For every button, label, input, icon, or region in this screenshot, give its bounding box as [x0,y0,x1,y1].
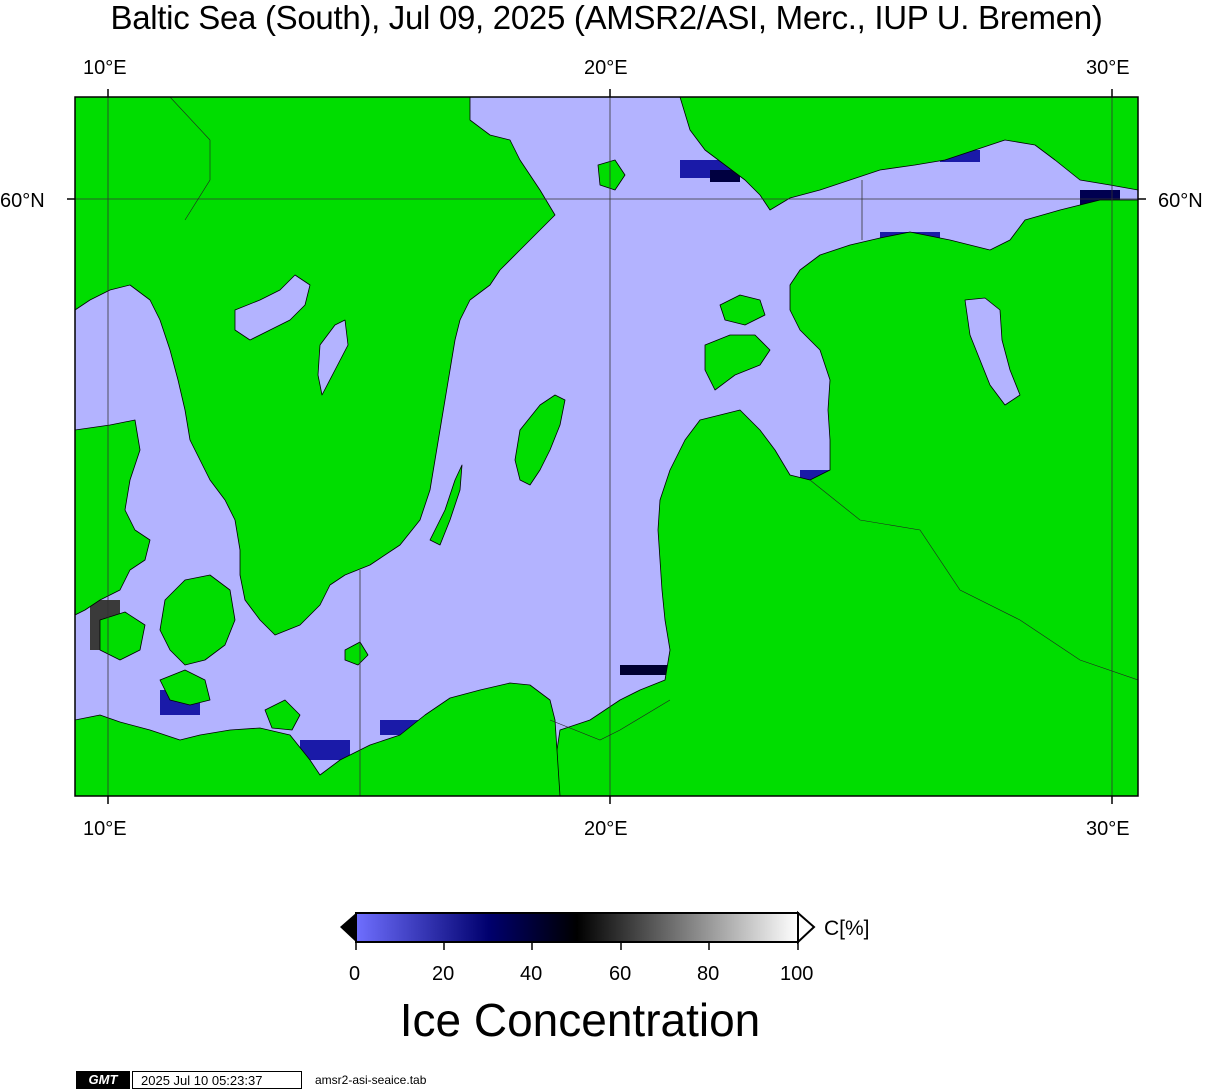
land [75,97,1138,796]
gridlines [75,97,1138,796]
script-name: amsr2-asi-seaice.tab [315,1073,427,1087]
bottom-lon-label-30e: 30°E [1086,818,1130,840]
country-borders [169,97,1138,741]
left-lat-label-60n: 60°N [0,190,45,212]
gmt-logo: GMT [76,1071,130,1089]
bottom-lon-label-20e: 20°E [584,818,628,840]
top-lon-label-10e: 10°E [83,57,127,79]
land-germany-poland [75,682,561,796]
map-title: Baltic Sea (South), Jul 09, 2025 (AMSR2/… [110,0,1103,36]
colorbar-tick-40: 40 [520,963,543,985]
land-jutland [75,419,151,616]
land-hiiumaa [719,294,766,326]
lake-vanern [234,274,311,341]
top-lon-label-30e: 30°E [1086,57,1130,79]
colorbar-title: Ice Concentration [399,994,761,1046]
lake-vattern [317,319,349,396]
frame-ticks [67,89,1146,804]
colorbar-tick-80: 80 [697,963,720,985]
land-scandinavia [75,97,556,636]
colorbar-unit: C[%] [824,917,870,940]
land-funen [99,611,146,661]
right-lat-label-60n: 60°N [1158,190,1203,212]
colorbar-tick-100: 100 [780,963,814,985]
land-bornholm [344,641,369,666]
land-zealand [159,574,236,666]
land-oland [429,464,463,546]
land-finland [679,97,1138,211]
land-aland [597,159,626,191]
land-rugen [264,699,301,731]
timestamp: 2025 Jul 10 05:23:37 [132,1071,302,1089]
map-frame [74,96,1139,797]
land-lolland [159,669,211,706]
lake-peipus [964,297,1021,406]
colorbar-tick-20: 20 [432,963,455,985]
top-lon-label-20e: 20°E [584,57,628,79]
bottom-lon-label-10e: 10°E [83,818,127,840]
colorbar-tick-0: 0 [349,963,361,985]
land-gotland [514,394,566,486]
colorbar-tick-60: 60 [609,963,632,985]
land-saaremaa [704,334,771,391]
